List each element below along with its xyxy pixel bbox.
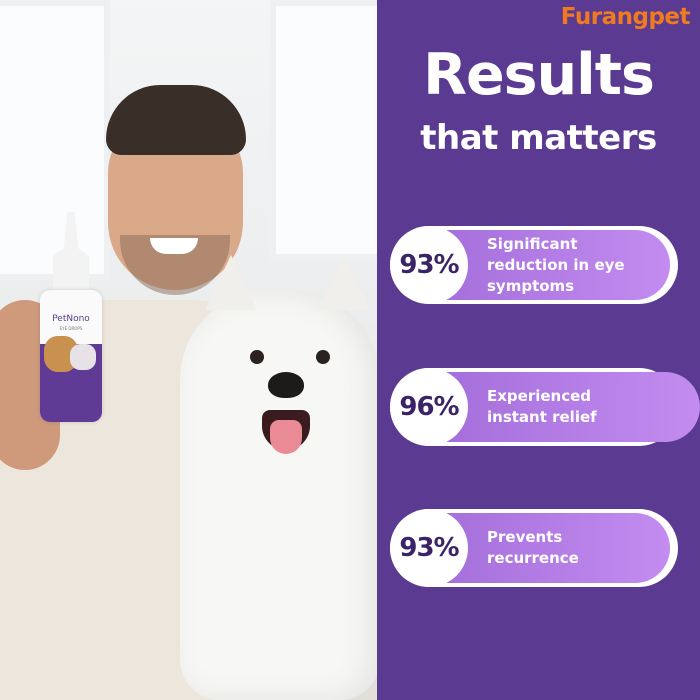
kitten-image (70, 344, 96, 370)
headline-line1: Results (423, 42, 655, 108)
dog-eye (250, 350, 264, 364)
dog-tongue (270, 420, 302, 454)
dog-ear (318, 255, 370, 310)
window (270, 0, 377, 260)
stat-pill: 93% Prevents recurrence (390, 509, 678, 587)
man-hair (106, 85, 246, 155)
lifestyle-photo: PetNono EYE DROPS (0, 0, 377, 700)
samoyed-dog (180, 290, 377, 700)
stat-label: Experienced instant relief (487, 387, 597, 426)
window (0, 0, 110, 280)
product-name: PetNono (52, 314, 90, 324)
stat-pill: 96% Experienced instant relief (390, 368, 700, 446)
product-subtitle: EYE DROPS (59, 326, 83, 331)
stat-label: Significant reduction in eye symptoms (487, 234, 625, 295)
man-smile (150, 238, 198, 254)
product-bottle: PetNono EYE DROPS (40, 290, 102, 422)
stat-percent: 93% (390, 226, 468, 304)
stat-percent: 96% (390, 368, 468, 446)
dog-eye (316, 350, 330, 364)
dog-nose (268, 372, 304, 398)
dog-ear (205, 255, 257, 310)
stat-pill: 93% Significant reduction in eye symptom… (390, 226, 678, 304)
stat-label: Prevents recurrence (487, 528, 579, 567)
results-panel: Furangpet Results that matters (377, 0, 700, 700)
headline-line2: that matters (420, 118, 657, 158)
stat-percent: 93% (390, 509, 468, 587)
brand-logo: Furangpet (560, 4, 691, 30)
